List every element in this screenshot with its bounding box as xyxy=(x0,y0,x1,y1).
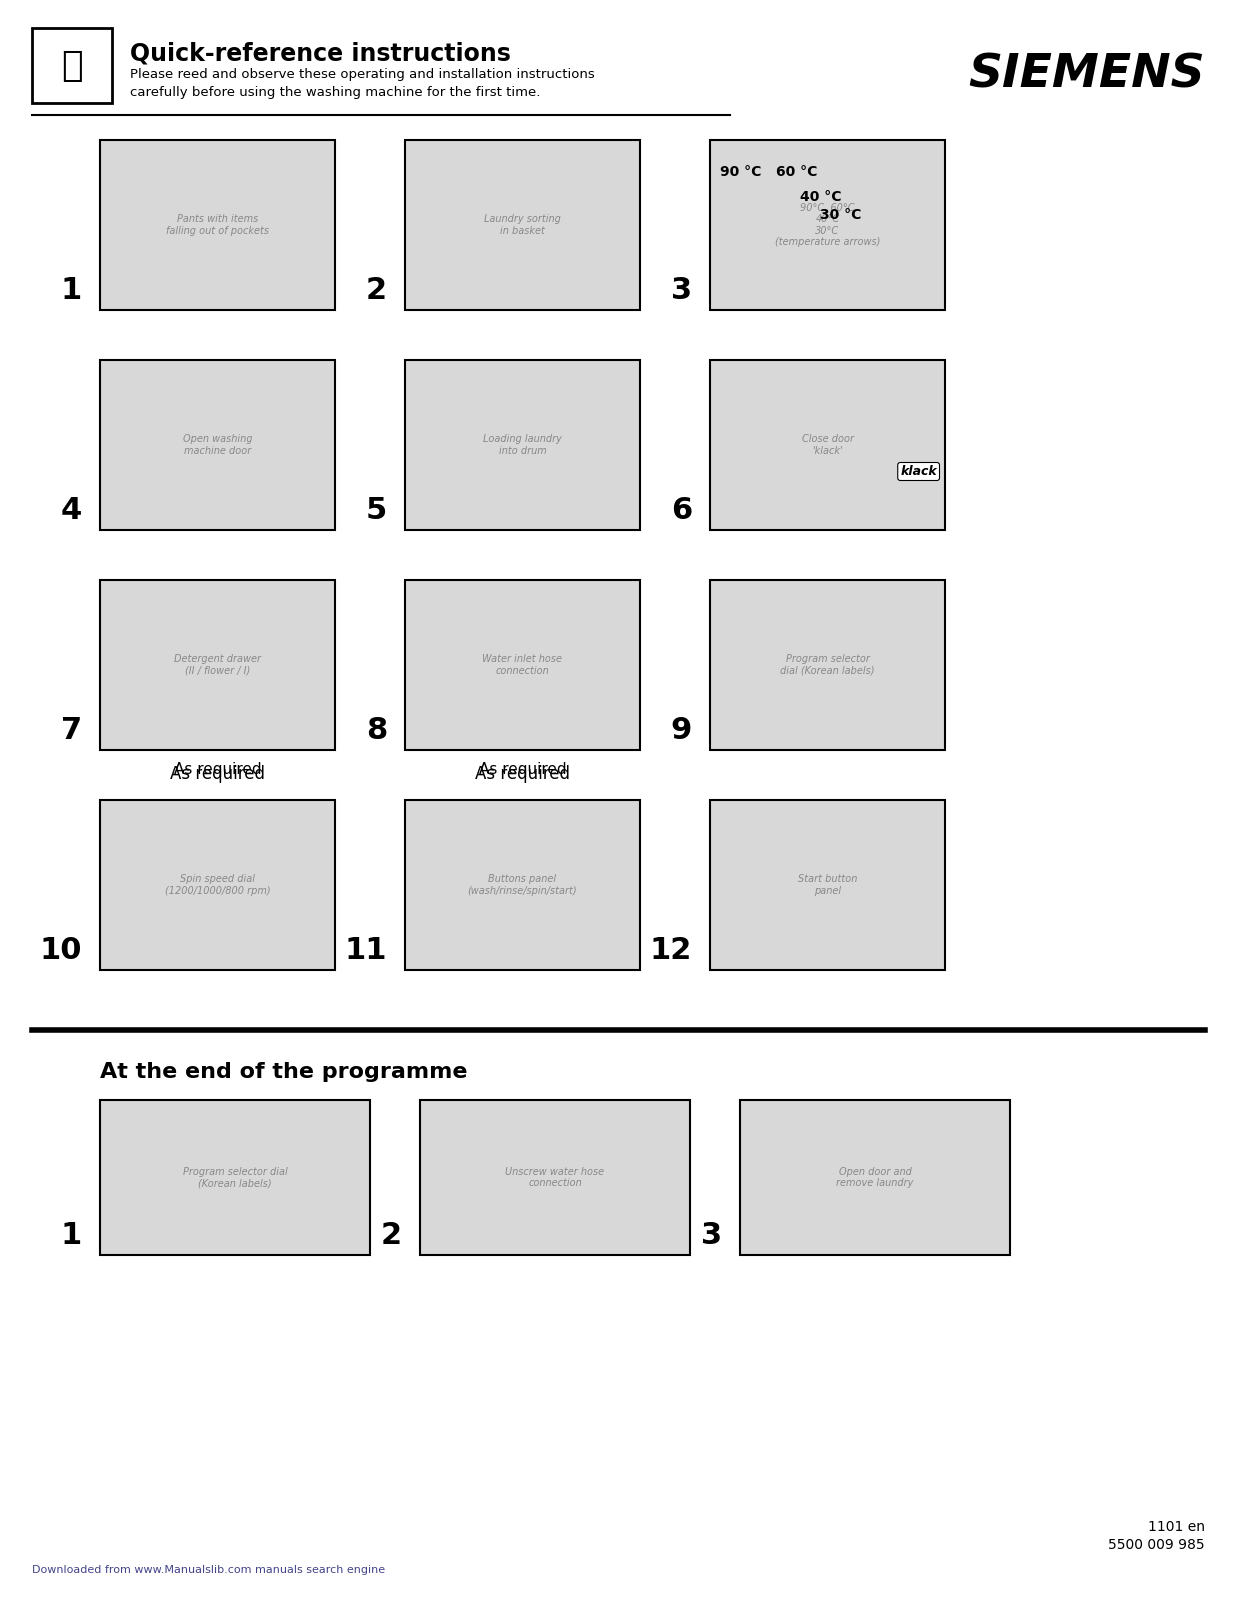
Bar xyxy=(404,800,640,970)
Text: At the end of the programme: At the end of the programme xyxy=(100,1062,468,1082)
Text: Please reed and observe these operating and installation instructions
carefully : Please reed and observe these operating … xyxy=(130,67,595,99)
Text: 1: 1 xyxy=(61,1221,82,1250)
Text: Open door and
remove laundry: Open door and remove laundry xyxy=(836,1166,914,1189)
Bar xyxy=(404,360,640,530)
Bar xyxy=(710,141,945,310)
Text: Program selector
dial (Korean labels): Program selector dial (Korean labels) xyxy=(781,654,875,675)
Text: 40 °C: 40 °C xyxy=(800,190,841,203)
Text: 90°C  60°C
40°C
30°C
(temperature arrows): 90°C 60°C 40°C 30°C (temperature arrows) xyxy=(774,203,881,248)
Text: klack: klack xyxy=(901,466,936,478)
Text: 1101 en: 1101 en xyxy=(1148,1520,1205,1534)
Text: Close door
'klack': Close door 'klack' xyxy=(802,434,854,456)
Text: 5: 5 xyxy=(366,496,387,525)
Text: As required: As required xyxy=(173,762,261,778)
Text: Start button
panel: Start button panel xyxy=(798,874,857,896)
Text: Program selector dial
(Korean labels): Program selector dial (Korean labels) xyxy=(183,1166,287,1189)
Text: 10: 10 xyxy=(40,936,82,965)
Text: 2: 2 xyxy=(366,275,387,306)
Bar xyxy=(404,141,640,310)
Bar xyxy=(100,579,335,750)
Bar xyxy=(100,1101,370,1254)
Bar xyxy=(421,1101,690,1254)
Text: 5500 009 985: 5500 009 985 xyxy=(1108,1538,1205,1552)
Text: 📖: 📖 xyxy=(61,48,83,83)
Text: Open washing
machine door: Open washing machine door xyxy=(183,434,252,456)
Bar xyxy=(404,579,640,750)
Text: 90 °C   60 °C: 90 °C 60 °C xyxy=(720,165,818,179)
Text: SIEMENS: SIEMENS xyxy=(969,53,1205,98)
Text: As required: As required xyxy=(169,765,265,782)
Bar xyxy=(740,1101,1009,1254)
Text: 6: 6 xyxy=(670,496,691,525)
Text: Water inlet hose
connection: Water inlet hose connection xyxy=(482,654,563,675)
Text: As required: As required xyxy=(475,765,570,782)
Text: Downloaded from www.Manualslib.com manuals search engine: Downloaded from www.Manualslib.com manua… xyxy=(32,1565,385,1574)
Text: Detergent drawer
(II / flower / I): Detergent drawer (II / flower / I) xyxy=(174,654,261,675)
Text: 9: 9 xyxy=(670,717,691,746)
Bar xyxy=(100,800,335,970)
Text: 12: 12 xyxy=(649,936,691,965)
Text: Pants with items
falling out of pockets: Pants with items falling out of pockets xyxy=(166,214,268,235)
Text: As required: As required xyxy=(479,762,567,778)
Bar xyxy=(710,579,945,750)
Text: 1: 1 xyxy=(61,275,82,306)
Text: 8: 8 xyxy=(366,717,387,746)
Bar xyxy=(710,360,945,530)
Text: Unscrew water hose
connection: Unscrew water hose connection xyxy=(506,1166,605,1189)
Text: 11: 11 xyxy=(344,936,387,965)
Text: Spin speed dial
(1200/1000/800 rpm): Spin speed dial (1200/1000/800 rpm) xyxy=(165,874,271,896)
Bar xyxy=(100,141,335,310)
Text: 3: 3 xyxy=(670,275,691,306)
Text: Laundry sorting
in basket: Laundry sorting in basket xyxy=(484,214,560,235)
Text: 7: 7 xyxy=(61,717,82,746)
Text: Quick-reference instructions: Quick-reference instructions xyxy=(130,42,511,66)
Text: 3: 3 xyxy=(701,1221,722,1250)
Bar xyxy=(710,800,945,970)
Bar xyxy=(32,27,113,102)
Bar xyxy=(100,360,335,530)
Text: 30 °C: 30 °C xyxy=(820,208,861,222)
Text: 2: 2 xyxy=(381,1221,402,1250)
Text: 4: 4 xyxy=(61,496,82,525)
Text: Buttons panel
(wash/rinse/spin/start): Buttons panel (wash/rinse/spin/start) xyxy=(468,874,578,896)
Text: Loading laundry
into drum: Loading laundry into drum xyxy=(484,434,562,456)
